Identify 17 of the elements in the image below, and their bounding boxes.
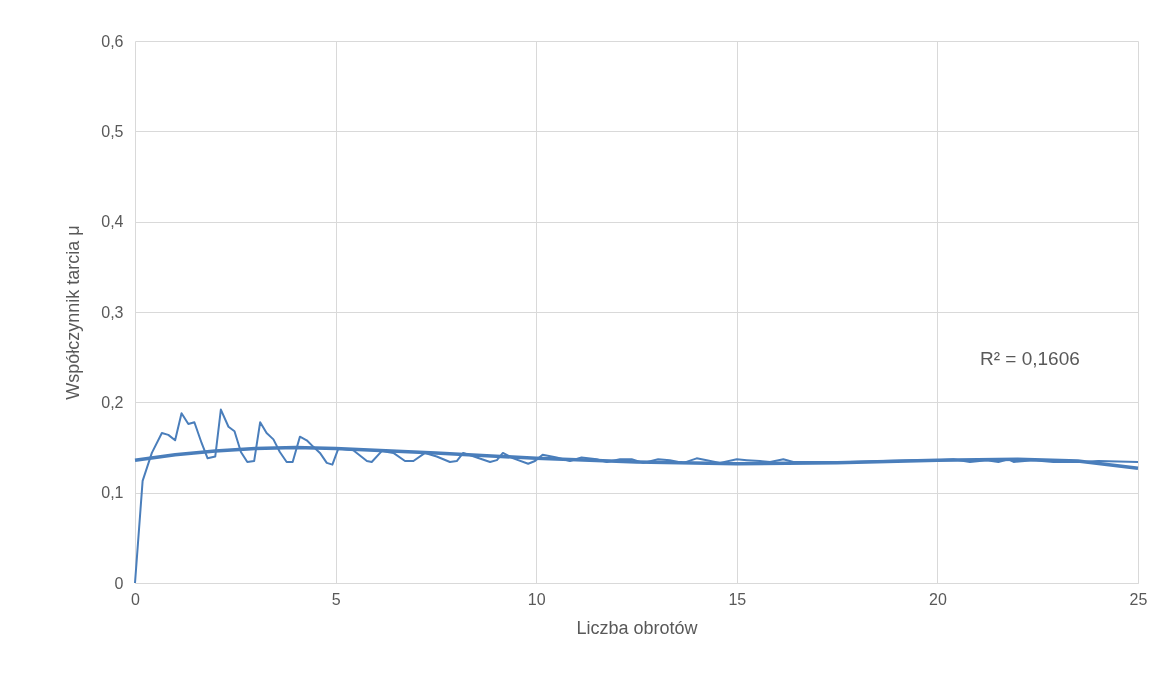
- y-tick-label: 0,1: [101, 484, 124, 502]
- y-tick-label: 0,6: [101, 32, 124, 50]
- line-series: [134, 408, 1139, 584]
- x-tick-label: 10: [527, 590, 546, 608]
- y-axis-title: Współczynnik tarcia μ: [63, 225, 84, 400]
- y-tick-label: 0: [114, 574, 124, 592]
- y-tick-label: 0,4: [101, 213, 124, 231]
- y-tick-label: 0,3: [101, 303, 124, 321]
- annotation: R² = 0,1606: [980, 348, 1080, 369]
- x-tick-label: 5: [331, 590, 341, 608]
- x-tick-label: 0: [131, 590, 141, 608]
- x-axis-title: Liczba obrotów: [576, 617, 699, 638]
- x-tick-label: 15: [728, 590, 747, 608]
- x-tick-label: 20: [929, 590, 947, 608]
- y-tick-label: 0,5: [101, 122, 124, 140]
- x-tick-label: 25: [1129, 590, 1148, 608]
- y-tick-label: 0,2: [101, 393, 124, 411]
